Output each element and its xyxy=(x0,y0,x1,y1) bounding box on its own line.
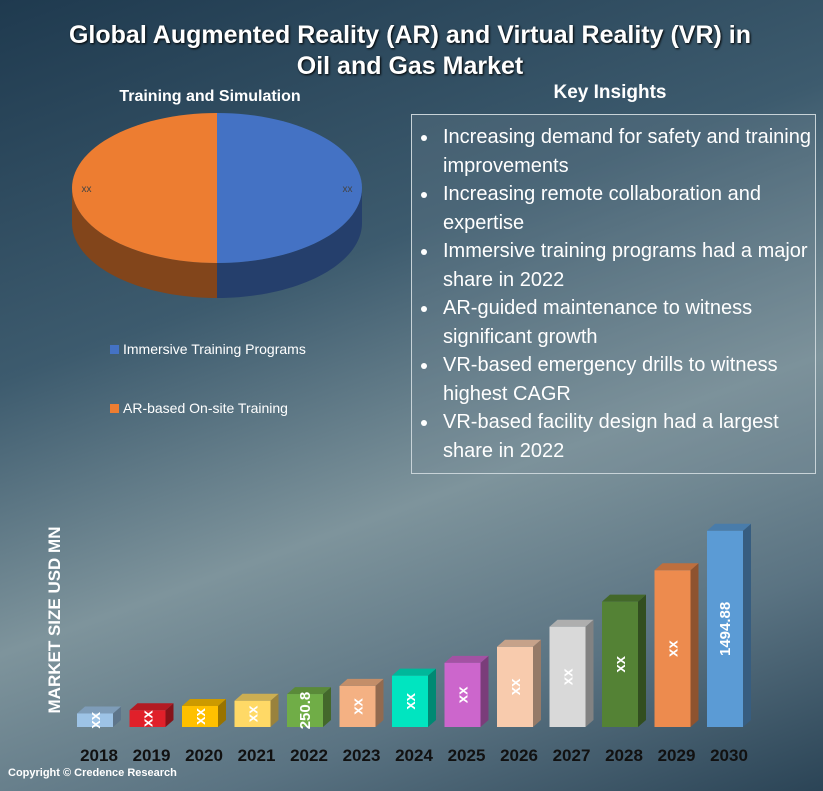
bar xyxy=(444,662,481,727)
bar-side xyxy=(323,687,331,727)
insight: VR-based emergency drills to witness hig… xyxy=(439,351,815,408)
bar-value-label: xx xyxy=(507,678,524,695)
bar xyxy=(549,626,586,727)
legend-label: Immersive Training Programs xyxy=(123,341,306,357)
bar-top xyxy=(77,706,121,714)
bar-value-label: 1494.88 xyxy=(717,602,734,656)
bar-top xyxy=(654,563,699,571)
bar-value-label: xx xyxy=(560,668,577,685)
legend-label: AR-based On-site Training xyxy=(123,400,288,416)
bar-value-label: xx xyxy=(140,710,157,727)
bar-side xyxy=(270,693,279,727)
pie-side xyxy=(217,188,362,298)
x-tick-label: 2019 xyxy=(133,746,171,765)
bar xyxy=(339,685,376,727)
x-tick-label: 2025 xyxy=(448,746,486,765)
bar xyxy=(654,570,691,727)
x-tick-label: 2027 xyxy=(553,746,591,765)
bar-top xyxy=(602,594,646,602)
bar-value-label: xx xyxy=(245,705,262,722)
x-tick-label: 2028 xyxy=(605,746,643,765)
x-tick-label: 2029 xyxy=(658,746,696,765)
insight: Increasing remote collaboration and expe… xyxy=(439,180,815,237)
bar-top xyxy=(129,703,174,711)
bar-value-label: 250.8 xyxy=(297,692,314,730)
bar-value-label: xx xyxy=(192,708,209,725)
bar-top xyxy=(234,693,279,701)
pie-side xyxy=(72,188,217,298)
bar xyxy=(77,713,113,727)
title: Global Augmented Reality (AR) and Virtua… xyxy=(68,21,752,80)
bar xyxy=(602,601,638,727)
insight: AR-guided maintenance to witness signifi… xyxy=(439,294,815,351)
bar xyxy=(497,646,533,727)
insight: VR-based facility design had a largest s… xyxy=(439,408,815,465)
bar-top xyxy=(549,619,594,627)
x-tick-label: 2021 xyxy=(238,746,276,765)
bar-value-label: xx xyxy=(402,692,419,709)
bar-top xyxy=(339,678,384,686)
bar-side xyxy=(480,655,489,727)
x-tick-label: 2030 xyxy=(710,746,748,765)
copyright: Copyright © Credence Research xyxy=(8,767,177,779)
bar-side xyxy=(375,678,384,727)
bar-side xyxy=(165,703,174,727)
x-tick-label: 2018 xyxy=(80,746,118,765)
pie-title: Training and Simulation xyxy=(119,88,300,105)
legend-swatch xyxy=(110,404,119,413)
insight: Increasing demand for safety and trainin… xyxy=(439,123,815,180)
bar xyxy=(129,710,166,727)
bar xyxy=(707,530,743,727)
insights-box: Increasing demand for safety and trainin… xyxy=(411,114,816,474)
legend-swatch xyxy=(110,345,119,354)
bar-side xyxy=(428,668,436,727)
x-tick-label: 2026 xyxy=(500,746,538,765)
bar-top xyxy=(707,523,751,531)
y-axis-label: MARKET SIZE USD MN xyxy=(45,527,64,714)
pie-value-label: xx xyxy=(82,184,92,195)
pie-slice xyxy=(72,113,217,263)
bar-side xyxy=(113,706,121,727)
bar-side xyxy=(638,594,646,727)
x-tick-label: 2020 xyxy=(185,746,223,765)
bar-value-label: xx xyxy=(87,711,104,728)
x-tick-label: 2023 xyxy=(343,746,381,765)
bar xyxy=(182,706,218,727)
bar-top xyxy=(287,687,331,695)
bar-side xyxy=(585,619,594,727)
insight: Immersive training programs had a major … xyxy=(439,237,815,294)
bar-top xyxy=(392,668,436,676)
insights-list: Increasing demand for safety and trainin… xyxy=(412,123,815,465)
pie-value-label: xx xyxy=(343,184,353,195)
bar-top xyxy=(444,655,489,663)
bar-side xyxy=(690,563,699,727)
bar-value-label: xx xyxy=(665,640,682,657)
bar-side xyxy=(743,523,751,727)
bar-top xyxy=(182,699,226,706)
bar xyxy=(287,694,323,727)
bar-side xyxy=(533,639,541,727)
x-tick-label: 2022 xyxy=(290,746,328,765)
x-tick-label: 2024 xyxy=(395,746,433,765)
pie-slice xyxy=(217,113,362,263)
bar-top xyxy=(497,639,541,647)
bar xyxy=(234,700,271,727)
bar-value-label: xx xyxy=(350,697,367,714)
bar-side xyxy=(218,699,226,727)
bar xyxy=(392,675,428,727)
bar-value-label: xx xyxy=(455,686,472,703)
bar-value-label: xx xyxy=(612,655,629,672)
insights-title: Key Insights xyxy=(553,82,667,103)
